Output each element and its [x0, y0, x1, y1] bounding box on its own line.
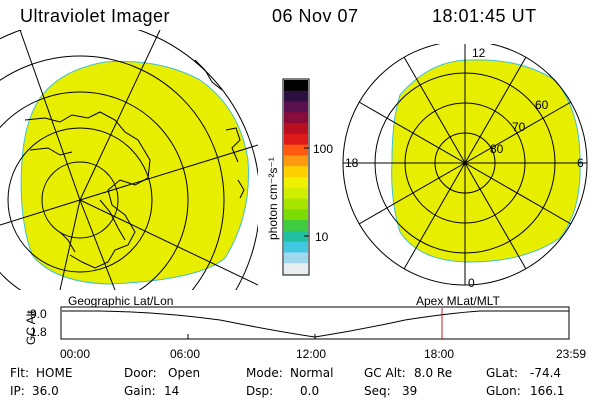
door-label: Door: — [124, 366, 157, 380]
ip-value: 36.0 — [32, 384, 59, 398]
colorbar-segment — [284, 112, 308, 124]
colorbar-tick-100: 100 — [313, 142, 334, 156]
colorbar-segment — [284, 187, 308, 200]
polar-plot — [342, 44, 588, 286]
instrument-title: Ultraviolet Imager — [20, 6, 171, 26]
mlat-label-80: 80 — [490, 142, 504, 156]
colorbar-tick-10: 10 — [315, 230, 329, 244]
time-tick-0600: 06:00 — [170, 347, 201, 361]
mlt-label-12: 12 — [472, 46, 486, 60]
mlt-meridians — [343, 44, 587, 285]
altitude-y-low: 1.8 — [30, 325, 47, 339]
time-label: 18:01:45 UT — [432, 6, 537, 26]
mlat-label-70: 70 — [512, 120, 526, 134]
time-tick-2359: 23:59 — [556, 347, 587, 361]
glat-value: -74.4 — [530, 366, 562, 380]
colorbar-segment — [284, 166, 308, 178]
colorbar-segment — [284, 90, 308, 103]
glon-value: 166.1 — [530, 384, 565, 398]
glon-label: GLon: — [486, 384, 521, 398]
polar-image-fill — [391, 59, 581, 263]
colorbar-segment — [284, 144, 308, 156]
altitude-curve — [62, 310, 569, 338]
mlt-label-18: 18 — [345, 156, 359, 170]
gcalt-value: 8.0 Re — [414, 366, 453, 380]
colorbar-segment — [284, 177, 308, 189]
colorbar-segment — [284, 230, 308, 243]
dsp-label: Dsp: — [246, 384, 274, 398]
apex-panel-label: Apex MLat/MLT — [416, 294, 500, 308]
time-tick-1800: 18:00 — [424, 347, 455, 361]
colorbar-segment — [284, 220, 308, 232]
gain-value: 14 — [164, 384, 180, 398]
altitude-y-high: 9.0 — [30, 307, 47, 321]
colorbar-segment — [284, 133, 308, 146]
door-value: Open — [168, 366, 201, 380]
colorbar-segment — [284, 241, 308, 253]
time-tick-1200: 12:00 — [296, 347, 327, 361]
ip-label: IP: — [10, 384, 25, 398]
time-tick-0000: 00:00 — [60, 347, 91, 361]
colorbar-segment — [284, 209, 308, 221]
geographic-panel-label: Geographic Lat/Lon — [68, 294, 174, 308]
mode-label: Mode: — [246, 366, 283, 380]
mlt-label-6: 6 — [577, 156, 584, 170]
gain-label: Gain: — [124, 384, 156, 398]
seq-value: 39 — [402, 384, 418, 398]
dsp-value: 0.0 — [300, 384, 320, 398]
colorbar-segment — [284, 198, 308, 210]
colorbar-segment — [284, 101, 308, 113]
filter-value: HOME — [36, 366, 73, 380]
date-label: 06 Nov 07 — [272, 6, 359, 26]
gcalt-label: GC Alt: — [364, 366, 406, 380]
colorbar-segment — [284, 263, 308, 275]
mlat-label-60: 60 — [535, 98, 549, 112]
colorbar-segment — [284, 123, 308, 135]
altitude-plot — [60, 306, 570, 340]
filter-label: Flt: — [10, 366, 29, 380]
colorbar-unit-label: photon cm⁻²s⁻¹ — [266, 157, 280, 240]
mlt-label-0: 0 — [468, 276, 475, 290]
coastlines — [24, 59, 245, 269]
colorbar-segment — [284, 155, 308, 167]
colorbar — [282, 78, 310, 276]
geographic-map — [0, 30, 258, 290]
seq-label: Seq: — [364, 384, 391, 398]
geographic-image-fill — [20, 60, 249, 285]
glat-label: GLat: — [486, 366, 519, 380]
mode-value: Normal — [290, 366, 334, 380]
colorbar-segment — [284, 252, 308, 264]
colorbar-segment — [284, 80, 308, 92]
latitude-rings — [0, 30, 258, 290]
longitude-lines — [0, 30, 258, 290]
